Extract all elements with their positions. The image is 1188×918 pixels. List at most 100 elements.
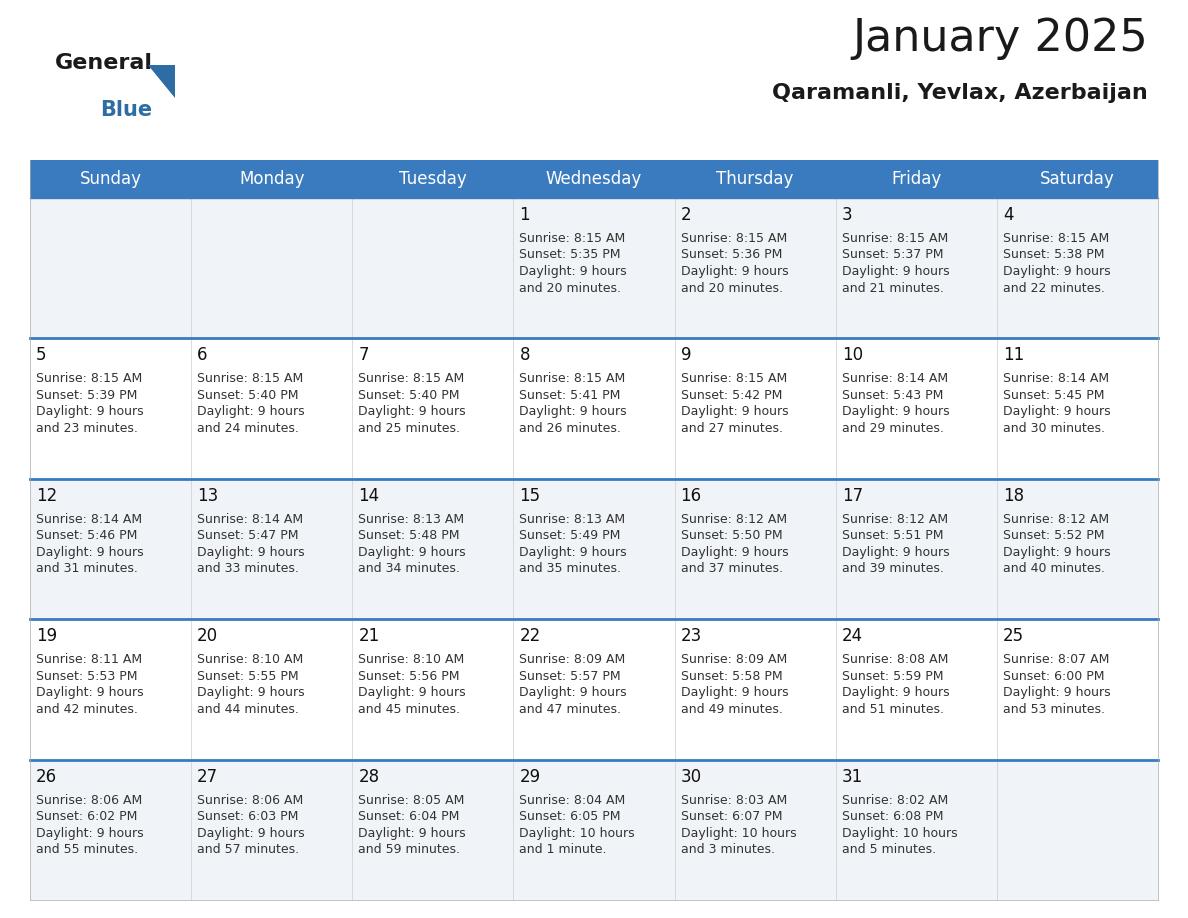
Text: Daylight: 9 hours: Daylight: 9 hours (1003, 686, 1111, 700)
Text: Daylight: 9 hours: Daylight: 9 hours (681, 686, 788, 700)
Text: 22: 22 (519, 627, 541, 645)
Text: Wednesday: Wednesday (545, 170, 643, 188)
Text: Thursday: Thursday (716, 170, 794, 188)
Text: Daylight: 9 hours: Daylight: 9 hours (681, 265, 788, 278)
Text: and 25 minutes.: and 25 minutes. (359, 422, 460, 435)
Text: Sunrise: 8:13 AM: Sunrise: 8:13 AM (359, 513, 465, 526)
Text: Sunrise: 8:15 AM: Sunrise: 8:15 AM (681, 373, 786, 386)
Text: Daylight: 10 hours: Daylight: 10 hours (842, 826, 958, 840)
Text: Sunrise: 8:14 AM: Sunrise: 8:14 AM (1003, 373, 1108, 386)
Text: and 26 minutes.: and 26 minutes. (519, 422, 621, 435)
Text: Sunrise: 8:06 AM: Sunrise: 8:06 AM (197, 793, 303, 807)
Text: and 57 minutes.: and 57 minutes. (197, 843, 299, 856)
Text: 12: 12 (36, 487, 57, 505)
Text: 27: 27 (197, 767, 219, 786)
Text: 8: 8 (519, 346, 530, 364)
Text: Daylight: 10 hours: Daylight: 10 hours (681, 826, 796, 840)
Text: Daylight: 9 hours: Daylight: 9 hours (519, 686, 627, 700)
Text: Sunset: 6:03 PM: Sunset: 6:03 PM (197, 810, 298, 823)
Text: Blue: Blue (100, 100, 152, 120)
Text: Sunrise: 8:13 AM: Sunrise: 8:13 AM (519, 513, 626, 526)
Text: and 49 minutes.: and 49 minutes. (681, 702, 783, 716)
Text: 16: 16 (681, 487, 702, 505)
Text: Sunrise: 8:15 AM: Sunrise: 8:15 AM (36, 373, 143, 386)
Text: Saturday: Saturday (1040, 170, 1114, 188)
Text: Sunset: 5:48 PM: Sunset: 5:48 PM (359, 530, 460, 543)
Text: 18: 18 (1003, 487, 1024, 505)
Text: Sunset: 5:46 PM: Sunset: 5:46 PM (36, 530, 138, 543)
Text: Sunset: 5:53 PM: Sunset: 5:53 PM (36, 670, 138, 683)
Text: Sunset: 5:51 PM: Sunset: 5:51 PM (842, 530, 943, 543)
Text: and 47 minutes.: and 47 minutes. (519, 702, 621, 716)
Text: Sunrise: 8:03 AM: Sunrise: 8:03 AM (681, 793, 786, 807)
Text: and 22 minutes.: and 22 minutes. (1003, 282, 1105, 295)
Text: and 55 minutes.: and 55 minutes. (36, 843, 138, 856)
Text: Sunset: 6:08 PM: Sunset: 6:08 PM (842, 810, 943, 823)
Text: 3: 3 (842, 206, 852, 224)
Text: and 23 minutes.: and 23 minutes. (36, 422, 138, 435)
Text: 6: 6 (197, 346, 208, 364)
Text: Sunrise: 8:15 AM: Sunrise: 8:15 AM (519, 373, 626, 386)
Text: and 45 minutes.: and 45 minutes. (359, 702, 460, 716)
Text: Sunrise: 8:06 AM: Sunrise: 8:06 AM (36, 793, 143, 807)
Text: Daylight: 9 hours: Daylight: 9 hours (36, 546, 144, 559)
Text: Sunset: 6:02 PM: Sunset: 6:02 PM (36, 810, 138, 823)
Text: Daylight: 9 hours: Daylight: 9 hours (197, 826, 305, 840)
Text: and 20 minutes.: and 20 minutes. (681, 282, 783, 295)
Text: Daylight: 9 hours: Daylight: 9 hours (842, 265, 949, 278)
Text: General: General (55, 53, 153, 73)
Text: 19: 19 (36, 627, 57, 645)
Bar (30, 479, 1158, 620)
Text: Sunset: 5:49 PM: Sunset: 5:49 PM (519, 530, 621, 543)
Text: Daylight: 9 hours: Daylight: 9 hours (842, 546, 949, 559)
Text: and 59 minutes.: and 59 minutes. (359, 843, 460, 856)
Text: Sunset: 5:37 PM: Sunset: 5:37 PM (842, 249, 943, 262)
Text: Daylight: 9 hours: Daylight: 9 hours (359, 406, 466, 419)
Text: Sunset: 5:42 PM: Sunset: 5:42 PM (681, 389, 782, 402)
Text: Sunrise: 8:14 AM: Sunrise: 8:14 AM (842, 373, 948, 386)
Text: Sunrise: 8:10 AM: Sunrise: 8:10 AM (359, 654, 465, 666)
Text: Sunset: 5:40 PM: Sunset: 5:40 PM (197, 389, 298, 402)
Text: Daylight: 9 hours: Daylight: 9 hours (36, 826, 144, 840)
Text: Daylight: 9 hours: Daylight: 9 hours (359, 546, 466, 559)
Text: 21: 21 (359, 627, 379, 645)
Text: Sunrise: 8:14 AM: Sunrise: 8:14 AM (197, 513, 303, 526)
Text: and 34 minutes.: and 34 minutes. (359, 563, 460, 576)
Text: Sunday: Sunday (80, 170, 141, 188)
Text: Sunset: 6:04 PM: Sunset: 6:04 PM (359, 810, 460, 823)
Text: Daylight: 9 hours: Daylight: 9 hours (197, 546, 305, 559)
Text: Sunrise: 8:15 AM: Sunrise: 8:15 AM (359, 373, 465, 386)
Text: 10: 10 (842, 346, 862, 364)
Text: Sunrise: 8:15 AM: Sunrise: 8:15 AM (842, 232, 948, 245)
Text: and 20 minutes.: and 20 minutes. (519, 282, 621, 295)
Text: and 3 minutes.: and 3 minutes. (681, 843, 775, 856)
Text: Sunset: 5:39 PM: Sunset: 5:39 PM (36, 389, 138, 402)
Text: Daylight: 9 hours: Daylight: 9 hours (36, 686, 144, 700)
Text: and 44 minutes.: and 44 minutes. (197, 702, 299, 716)
Text: Sunset: 5:36 PM: Sunset: 5:36 PM (681, 249, 782, 262)
Text: Sunset: 5:50 PM: Sunset: 5:50 PM (681, 530, 782, 543)
Text: and 37 minutes.: and 37 minutes. (681, 563, 783, 576)
Text: Sunset: 5:40 PM: Sunset: 5:40 PM (359, 389, 460, 402)
Text: Sunset: 5:45 PM: Sunset: 5:45 PM (1003, 389, 1105, 402)
Text: Daylight: 9 hours: Daylight: 9 hours (842, 686, 949, 700)
Text: Daylight: 9 hours: Daylight: 9 hours (1003, 265, 1111, 278)
Text: Sunrise: 8:14 AM: Sunrise: 8:14 AM (36, 513, 143, 526)
Text: and 24 minutes.: and 24 minutes. (197, 422, 299, 435)
Polygon shape (148, 65, 175, 98)
Text: Sunrise: 8:02 AM: Sunrise: 8:02 AM (842, 793, 948, 807)
Text: and 30 minutes.: and 30 minutes. (1003, 422, 1105, 435)
Bar (30, 160, 1158, 198)
Text: Daylight: 9 hours: Daylight: 9 hours (1003, 406, 1111, 419)
Text: Sunset: 5:52 PM: Sunset: 5:52 PM (1003, 530, 1105, 543)
Text: Daylight: 9 hours: Daylight: 9 hours (681, 406, 788, 419)
Text: and 29 minutes.: and 29 minutes. (842, 422, 943, 435)
Text: Sunrise: 8:11 AM: Sunrise: 8:11 AM (36, 654, 143, 666)
Text: Sunset: 5:47 PM: Sunset: 5:47 PM (197, 530, 298, 543)
Bar (30, 339, 1158, 479)
Text: and 35 minutes.: and 35 minutes. (519, 563, 621, 576)
Text: Daylight: 9 hours: Daylight: 9 hours (519, 546, 627, 559)
Text: Sunset: 5:55 PM: Sunset: 5:55 PM (197, 670, 298, 683)
Text: and 39 minutes.: and 39 minutes. (842, 563, 943, 576)
Text: Sunset: 5:59 PM: Sunset: 5:59 PM (842, 670, 943, 683)
